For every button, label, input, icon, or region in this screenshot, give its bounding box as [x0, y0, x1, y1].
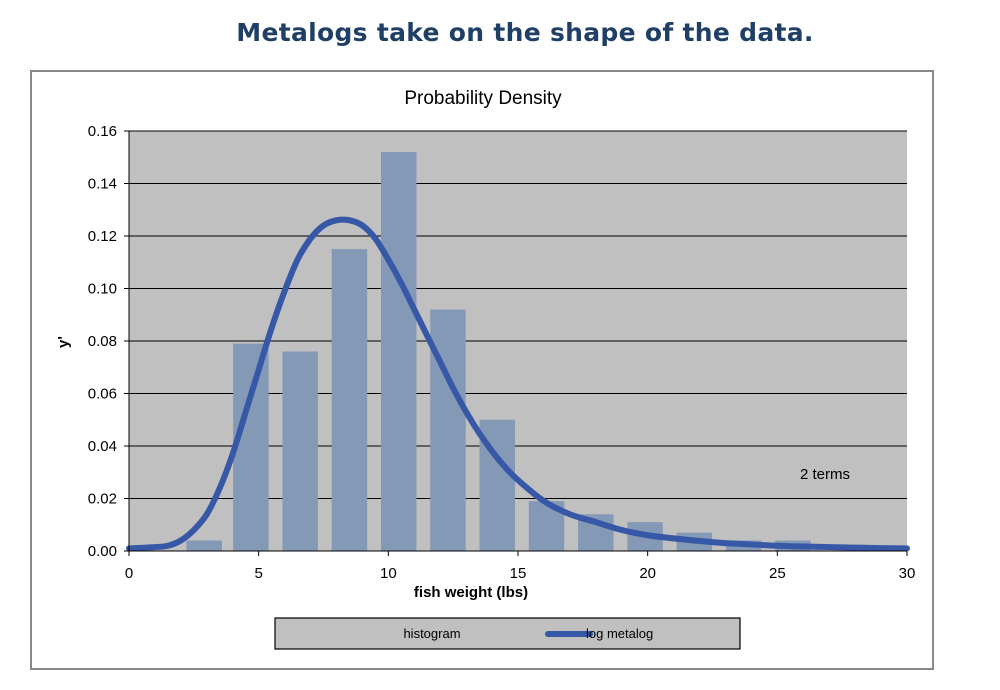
metalog-curve: [126, 216, 910, 552]
x-tick-label: 20: [639, 565, 656, 582]
histogram-bar: [380, 152, 417, 551]
legend-label-histogram: histogram: [403, 626, 460, 641]
chart-title: Probability Density: [404, 88, 562, 109]
x-tick-label: 5: [254, 565, 262, 582]
histogram-bar: [430, 309, 466, 551]
x-axis-ticks: 0 5 10 15 20 25 30: [125, 551, 916, 582]
terms-annotation: 2 terms: [800, 466, 850, 483]
y-tick-label: 0.06: [88, 386, 117, 403]
x-tick-label: 15: [510, 565, 527, 582]
legend-box: [274, 617, 741, 650]
y-tick-label: 0.16: [88, 123, 117, 140]
legend-label-metalog: log metalog: [586, 626, 653, 641]
x-axis-label: fish weight (lbs): [414, 584, 528, 601]
x-tick-label: 25: [769, 565, 786, 582]
histogram-bar: [282, 351, 318, 551]
y-axis-ticks: 0.00 0.02 0.04 0.06 0.08 0.10 0.12 0.14 0.16: [88, 123, 129, 560]
y-tick-label: 0.08: [88, 333, 117, 350]
x-tick-label: 10: [380, 565, 397, 582]
metalog-line-layer: [126, 216, 910, 552]
y-tick-label: 0.02: [88, 491, 117, 508]
y-tick-label: 0.12: [88, 228, 117, 245]
y-tick-label: 0.14: [88, 176, 117, 193]
page-title: Metalogs take on the shape of the data.: [236, 18, 814, 47]
x-tick-label: 0: [125, 565, 133, 582]
histogram-bar: [331, 249, 368, 551]
histogram-bar: [186, 540, 222, 551]
histogram-bar: [233, 343, 269, 551]
y-tick-label: 0.04: [88, 438, 117, 455]
y-axis-label: y': [55, 336, 72, 348]
y-tick-label: 0.10: [88, 281, 117, 298]
legend: histogram log metalog: [274, 617, 741, 650]
y-tick-label: 0.00: [88, 543, 117, 560]
x-tick-label: 30: [899, 565, 916, 582]
